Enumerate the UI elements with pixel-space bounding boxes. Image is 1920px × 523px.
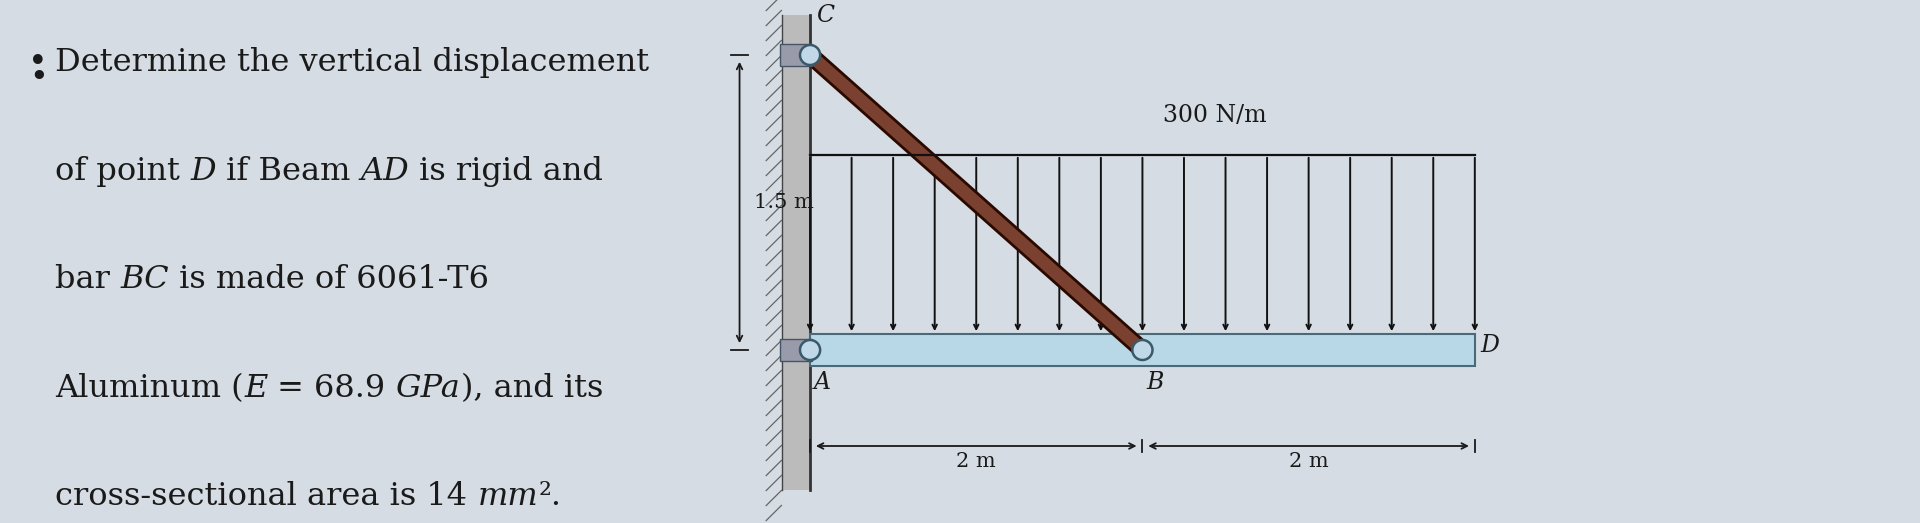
- Text: AD: AD: [361, 156, 409, 187]
- Text: D: D: [190, 156, 217, 187]
- Text: B: B: [1146, 371, 1164, 394]
- Text: •: •: [29, 63, 48, 94]
- Text: 1.5 m: 1.5 m: [755, 193, 814, 212]
- Text: of point: of point: [56, 156, 190, 187]
- Text: is rigid and: is rigid and: [409, 156, 603, 187]
- Text: GPa: GPa: [396, 372, 461, 404]
- Circle shape: [1133, 340, 1152, 360]
- Bar: [781, 15, 810, 490]
- Text: cross-sectional area is 14: cross-sectional area is 14: [56, 481, 478, 512]
- Text: if Beam: if Beam: [217, 156, 361, 187]
- Text: mm: mm: [478, 481, 538, 512]
- Text: is made of 6061-T6: is made of 6061-T6: [169, 264, 490, 295]
- Text: Aluminum (: Aluminum (: [56, 372, 244, 404]
- Text: BC: BC: [121, 264, 169, 295]
- Text: bar: bar: [56, 264, 121, 295]
- Text: ), and its: ), and its: [461, 372, 603, 404]
- Circle shape: [801, 45, 820, 65]
- Text: 2 m: 2 m: [1288, 452, 1329, 471]
- Text: = 68.9: = 68.9: [267, 372, 396, 404]
- Text: •: •: [29, 47, 48, 79]
- Text: C: C: [816, 4, 833, 27]
- Text: E: E: [244, 372, 267, 404]
- Bar: [810, 334, 1475, 366]
- Bar: [780, 339, 812, 361]
- Circle shape: [801, 340, 820, 360]
- Text: A: A: [814, 371, 831, 394]
- Text: D: D: [1480, 334, 1500, 357]
- Text: ².: ².: [538, 481, 561, 512]
- Text: Determine the vertical displacement: Determine the vertical displacement: [56, 47, 649, 78]
- Text: 300 N/m: 300 N/m: [1164, 104, 1265, 127]
- Bar: [780, 44, 812, 66]
- Text: 2 m: 2 m: [956, 452, 996, 471]
